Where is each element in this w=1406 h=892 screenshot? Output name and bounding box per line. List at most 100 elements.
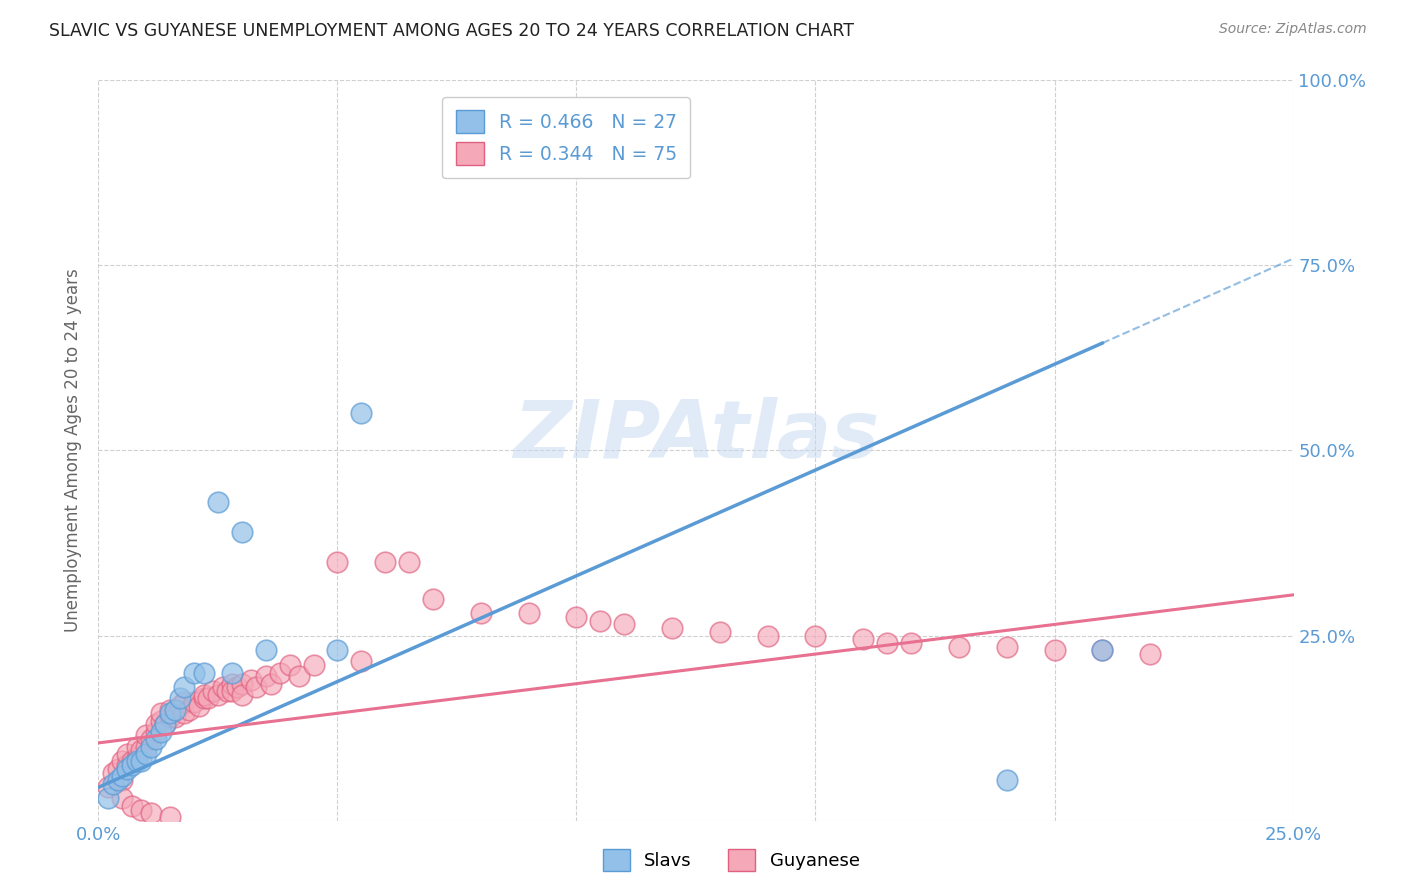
Point [173,695,195,709]
Point [900,636,922,650]
Point [221,676,243,690]
Point [183,695,205,709]
Point [149,724,172,739]
Point [97,780,120,795]
Point [111,755,134,769]
Point [326,555,349,569]
Point [589,614,612,628]
Point [97,791,120,805]
Point [101,776,124,791]
Point [115,762,138,776]
Point [183,665,205,680]
Point [374,555,396,569]
Point [876,636,898,650]
Point [121,755,143,769]
Point [207,495,229,509]
Point [1091,643,1114,657]
Point [121,758,143,772]
Point [115,747,138,761]
Point [169,698,191,713]
Point [163,703,186,717]
Point [125,750,148,764]
Point [125,755,148,769]
Point [107,772,129,787]
Point [135,747,157,761]
Point [159,810,181,824]
Point [350,407,373,421]
Point [995,640,1018,654]
Point [613,617,636,632]
Point [139,739,162,754]
Point [221,665,243,680]
Point [326,643,349,657]
Point [173,681,195,695]
Point [131,755,153,769]
Text: ZIPAtlas: ZIPAtlas [513,397,879,475]
Point [661,621,683,635]
Point [948,640,970,654]
Point [121,798,143,813]
Point [278,658,301,673]
Text: Source: ZipAtlas.com: Source: ZipAtlas.com [1219,22,1367,37]
Point [131,743,153,757]
Point [221,684,243,698]
Point [139,732,162,747]
Point [1139,647,1161,661]
Point [111,769,134,783]
Point [173,706,195,721]
Point [115,758,138,772]
Legend: R = 0.466   N = 27, R = 0.344   N = 75: R = 0.466 N = 27, R = 0.344 N = 75 [443,97,690,178]
Point [149,706,172,721]
Point [135,739,157,754]
Point [155,717,177,731]
Point [231,688,253,702]
Point [240,673,263,687]
Point [254,669,277,683]
Point [259,676,281,690]
Point [101,765,124,780]
Point [709,624,731,639]
Point [756,628,779,642]
Point [193,688,215,702]
Point [254,643,277,657]
Point [135,729,157,743]
Text: SLAVIC VS GUYANESE UNEMPLOYMENT AMONG AGES 20 TO 24 YEARS CORRELATION CHART: SLAVIC VS GUYANESE UNEMPLOYMENT AMONG AG… [49,22,855,40]
Point [207,688,229,702]
Point [111,772,134,787]
Point [155,717,177,731]
Point [145,724,167,739]
Point [995,772,1018,787]
Point [226,681,249,695]
Point [269,665,291,680]
Point [231,524,253,539]
Point [169,691,191,706]
Point [107,762,129,776]
Point [145,717,167,731]
Y-axis label: Unemployment Among Ages 20 to 24 years: Unemployment Among Ages 20 to 24 years [65,268,83,632]
Point [111,791,134,805]
Point [193,665,215,680]
Point [179,703,201,717]
Point [1043,643,1066,657]
Point [1091,643,1114,657]
Point [139,806,162,821]
Point [852,632,875,647]
Point [565,610,588,624]
Point [159,706,181,721]
Point [350,655,373,669]
Point [149,714,172,728]
Point [217,684,239,698]
Point [231,676,253,690]
Point [422,591,444,606]
Point [197,691,219,706]
Legend: Slavs, Guyanese: Slavs, Guyanese [596,842,866,879]
Point [145,732,167,747]
Point [159,710,181,724]
Point [131,803,153,817]
Point [302,658,325,673]
Point [470,607,492,621]
Point [193,691,215,706]
Point [804,628,827,642]
Point [163,710,186,724]
Point [398,555,420,569]
